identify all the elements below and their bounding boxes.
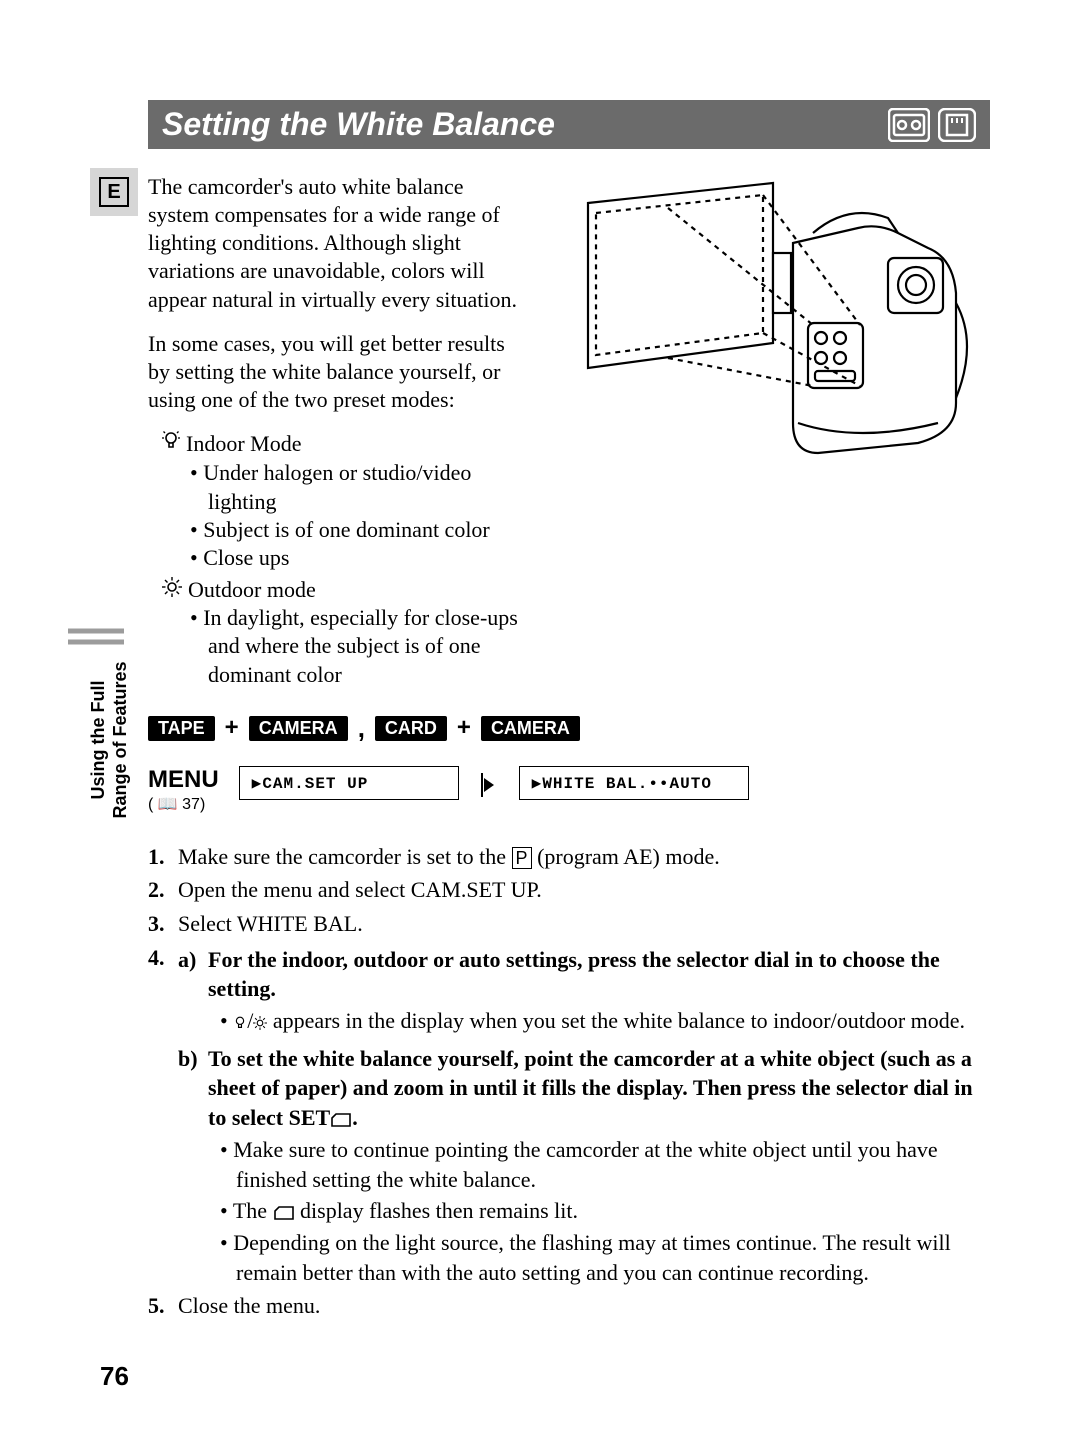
flow-arrow-icon xyxy=(479,770,499,800)
title-icon-group xyxy=(888,108,976,142)
camcorder-illustration xyxy=(558,173,990,689)
camera-badge: CAMERA xyxy=(249,716,348,741)
side-section-label: Using the Full Range of Features xyxy=(88,630,131,850)
indoor-mode-label: Indoor Mode xyxy=(186,430,301,458)
indoor-bulb-icon xyxy=(162,430,180,459)
card-badge: CARD xyxy=(375,716,447,741)
tape-badge: TAPE xyxy=(148,716,215,741)
indoor-bullets: • Under halogen or studio/video lighting… xyxy=(148,459,528,572)
wb-set-card-icon xyxy=(330,1112,352,1128)
separator-comma: , xyxy=(358,713,365,744)
outdoor-bullet: • In daylight, especially for close-ups … xyxy=(208,604,528,688)
menu-reference: ( 📖 37) xyxy=(148,794,219,814)
preset-intro-paragraph: In some cases, you will get better resul… xyxy=(148,330,528,414)
steps-list: 1. Make sure the camcorder is set to the… xyxy=(148,842,990,1321)
step-5: 5. Close the menu. xyxy=(148,1291,990,1321)
outdoor-sun-icon xyxy=(253,1016,267,1030)
step-4b-bullet: • The display flashes then remains lit. xyxy=(236,1196,990,1226)
language-letter: E xyxy=(99,177,129,207)
section-title-bar: Setting the White Balance xyxy=(148,100,990,149)
intro-text-column: The camcorder's auto white balance syste… xyxy=(148,173,528,689)
step-4b-bullet: • Make sure to continue pointing the cam… xyxy=(236,1135,990,1194)
wb-set-card-icon xyxy=(273,1205,295,1221)
menu-flow-box-2: ▶WHITE BAL.••AUTO xyxy=(519,766,749,800)
step-4a-bullet: • / appears in the display when you set … xyxy=(236,1006,990,1036)
intro-paragraph: The camcorder's auto white balance syste… xyxy=(148,173,528,314)
menu-flow-box-1: ▶CAM.SET UP xyxy=(239,766,459,800)
mode-badges-row: TAPE + CAMERA , CARD + CAMERA xyxy=(148,713,990,744)
tape-mode-icon xyxy=(888,108,930,142)
content-row: The camcorder's auto white balance syste… xyxy=(148,173,990,689)
step-4: 4. a) For the indoor, outdoor or auto se… xyxy=(148,943,990,1288)
indoor-bullet: • Subject is of one dominant color xyxy=(208,516,528,544)
outdoor-bullets: • In daylight, especially for close-ups … xyxy=(148,604,528,688)
menu-label-block: MENU ( 📖 37) xyxy=(148,766,219,814)
card-mode-icon xyxy=(938,108,976,142)
step-4b-bullet: • Depending on the light source, the fla… xyxy=(236,1228,990,1287)
step-1: 1. Make sure the camcorder is set to the… xyxy=(148,842,990,872)
program-p-icon: P xyxy=(512,847,532,869)
indoor-bulb-icon xyxy=(233,1015,247,1031)
outdoor-sun-icon xyxy=(162,576,182,604)
language-marker: E xyxy=(90,168,138,216)
section-title: Setting the White Balance xyxy=(162,106,555,143)
outdoor-mode-row: Outdoor mode xyxy=(162,576,528,604)
menu-word: MENU xyxy=(148,766,219,794)
step-4b: b) To set the white balance yourself, po… xyxy=(178,1044,990,1288)
indoor-mode-row: Indoor Mode xyxy=(162,430,528,459)
plus-icon: + xyxy=(225,714,239,742)
page-number: 76 xyxy=(100,1361,990,1392)
step-4a: a) For the indoor, outdoor or auto setti… xyxy=(178,945,990,1036)
plus-icon: + xyxy=(457,714,471,742)
indoor-bullet: • Under halogen or studio/video lighting xyxy=(208,459,528,515)
step-3: 3. Select WHITE BAL. xyxy=(148,909,990,939)
menu-flow-row: MENU ( 📖 37) ▶CAM.SET UP ▶WHITE BAL.••AU… xyxy=(148,766,990,814)
outdoor-mode-label: Outdoor mode xyxy=(188,576,316,604)
camera-badge: CAMERA xyxy=(481,716,580,741)
step-2: 2. Open the menu and select CAM.SET UP. xyxy=(148,875,990,905)
indoor-bullet: • Close ups xyxy=(208,544,528,572)
